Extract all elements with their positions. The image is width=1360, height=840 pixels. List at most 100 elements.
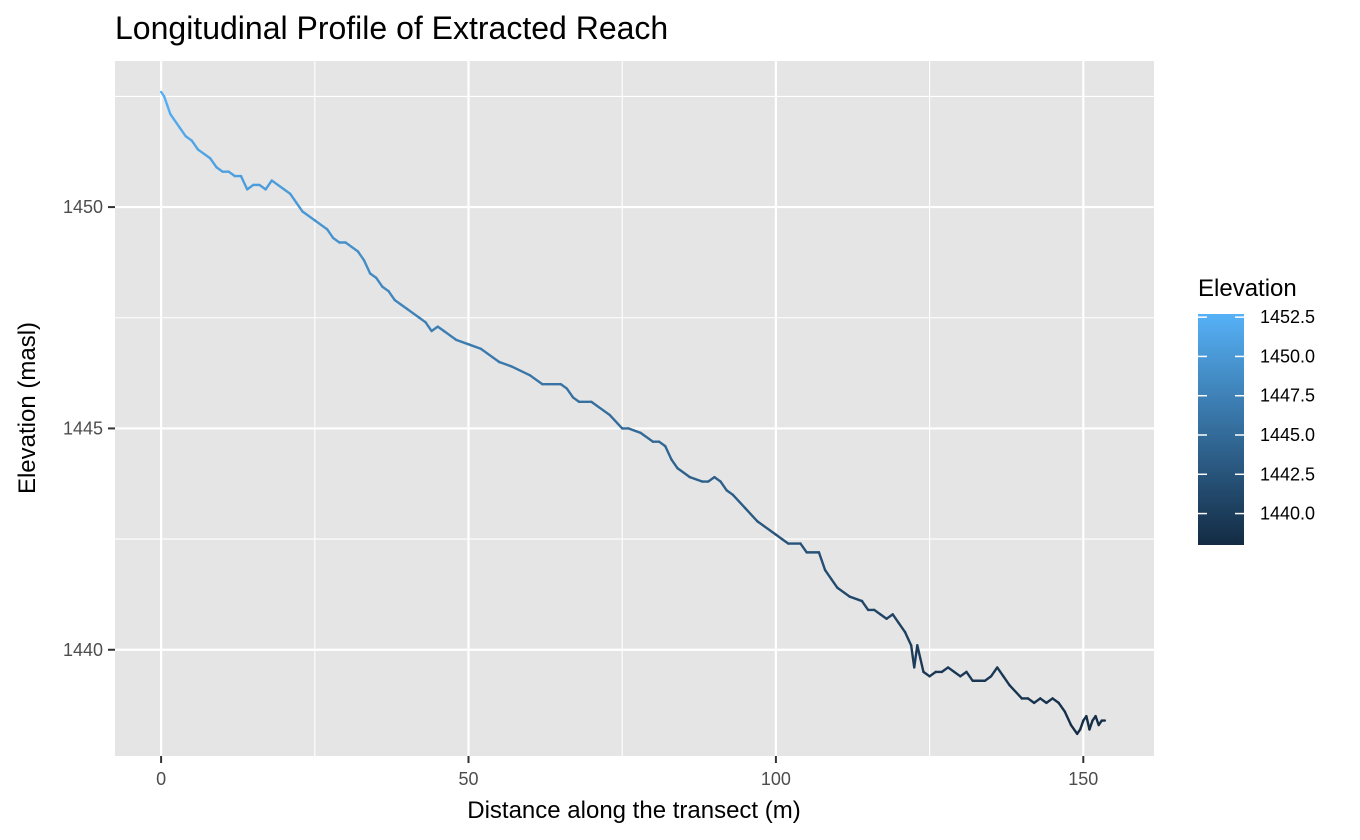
line-segment [1039, 697, 1048, 705]
line-segment [743, 506, 759, 523]
line-segment [817, 551, 827, 572]
line-segment [913, 644, 919, 669]
plot-panel [115, 61, 1154, 756]
line-segment [608, 413, 624, 430]
line-segment [885, 613, 894, 620]
line-segment [430, 325, 439, 333]
line-segment [313, 219, 323, 226]
line-segment [664, 444, 673, 461]
x-tick-label: 100 [761, 769, 791, 789]
line-segment [448, 334, 458, 342]
x-axis: 0 50 100 150 [156, 756, 1098, 789]
line-segment [411, 312, 421, 319]
line-segment [227, 170, 237, 178]
line-segment [172, 117, 181, 129]
line-segment [1045, 697, 1054, 705]
line-segment [657, 440, 667, 448]
line-segment [965, 670, 974, 682]
line-segment [387, 289, 396, 302]
line-segment [959, 670, 968, 678]
legend-ticks: 1452.5 1450.0 1447.5 1445.0 1442.5 1440.0 [1198, 307, 1315, 524]
line-segment [565, 387, 575, 399]
line-segment [239, 174, 249, 191]
line-segment [916, 644, 922, 660]
line-segment [510, 365, 532, 377]
line-segment [202, 152, 212, 160]
minor-gridlines [115, 61, 1154, 756]
legend-label: 1440.0 [1260, 504, 1315, 524]
line-segment [713, 475, 722, 483]
legend-colorbar [1198, 314, 1244, 545]
legend: Elevation 1452.5 1450.0 1447.5 1445.0 1442.5… [1198, 275, 1315, 545]
x-axis-title: Distance along the transect (m) [467, 797, 800, 824]
x-tick-label: 50 [458, 769, 478, 789]
line-segment [344, 241, 353, 249]
line-segment [264, 179, 273, 191]
line-segment [848, 595, 864, 603]
line-segment [940, 666, 950, 674]
line-segment [190, 139, 200, 151]
line-segment [307, 214, 317, 222]
line-segment [842, 591, 851, 598]
line-segment [676, 467, 692, 479]
line-segment [301, 210, 310, 218]
line-segment [381, 285, 390, 293]
line-segment [1051, 697, 1060, 705]
line-segment [362, 259, 372, 275]
line-segment [860, 599, 870, 612]
line-segment [418, 316, 427, 324]
line-segment [289, 192, 298, 204]
line-segment [258, 183, 267, 191]
line-segment [332, 236, 341, 244]
line-segment [498, 360, 513, 368]
line-segment [528, 374, 544, 386]
x-tick-label: 150 [1068, 769, 1098, 789]
line-segment [1069, 723, 1079, 736]
line-segment [1088, 719, 1094, 731]
line-segment [424, 320, 433, 333]
line-segment [325, 228, 335, 240]
line-segment [762, 524, 778, 536]
line-segment [1057, 701, 1067, 713]
y-tick-label: 1445 [63, 418, 103, 438]
line-segment [989, 666, 999, 678]
line-segment [799, 542, 808, 554]
line-segment [209, 157, 218, 169]
line-segment [1063, 710, 1073, 727]
legend-label: 1445.0 [1260, 425, 1315, 445]
line-segment [442, 329, 452, 337]
legend-label: 1447.5 [1260, 386, 1315, 406]
line-segment [485, 351, 501, 364]
y-tick-label: 1450 [63, 197, 103, 217]
line-segment [627, 427, 642, 435]
line-segment [731, 493, 747, 510]
legend-label: 1450.0 [1260, 346, 1315, 366]
line-segment [983, 675, 993, 682]
line-segment [368, 272, 378, 280]
panel-background [115, 61, 1154, 756]
line-segment [405, 307, 415, 315]
x-tick-label: 0 [156, 769, 166, 789]
line-segment [356, 250, 366, 262]
line-segment [276, 183, 286, 191]
line-segment [919, 657, 925, 674]
line-segment [1002, 675, 1011, 687]
line-segment [319, 223, 329, 231]
line-segment [184, 135, 194, 142]
line-segment [891, 613, 901, 625]
line-segment [707, 475, 716, 483]
line-segment [1079, 719, 1085, 731]
line-segment [295, 201, 304, 213]
line-segment [670, 458, 679, 470]
line-segment [1094, 714, 1100, 727]
line-segment [436, 325, 446, 333]
chart-title: Longitudinal Profile of Extracted Reach [115, 10, 668, 46]
line-segment [756, 520, 765, 528]
line-segment [1008, 683, 1024, 700]
line-segment [1085, 714, 1091, 731]
line-segment [928, 670, 937, 678]
y-axis-title: Elevation (masl) [14, 322, 41, 494]
line-segment [166, 104, 172, 116]
line-segment [903, 630, 913, 647]
